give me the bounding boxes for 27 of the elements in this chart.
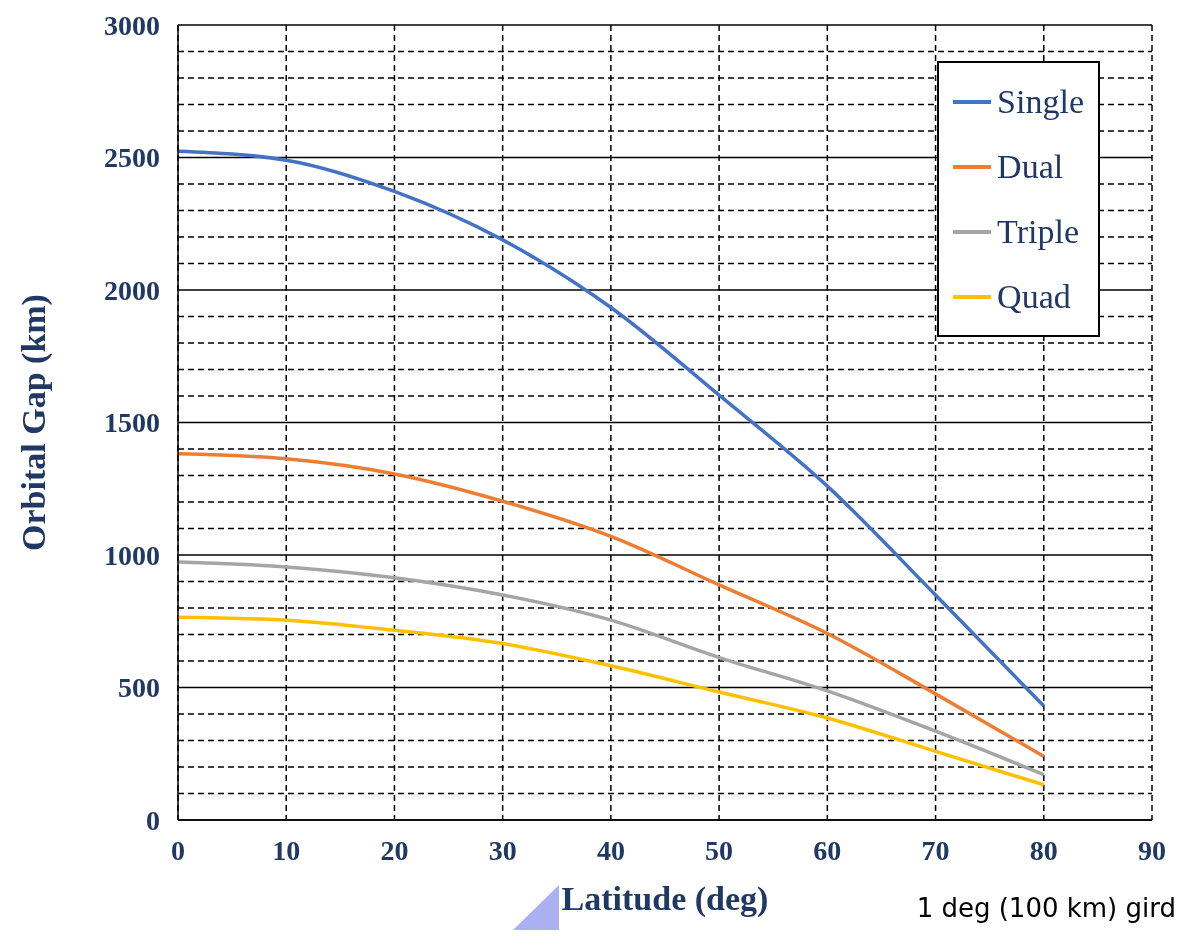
legend-label: Quad [997, 277, 1071, 317]
text: 1 deg (100 km) gird [916, 893, 1176, 923]
y-tick-label: 2500 [104, 142, 160, 174]
legend-label: Triple [997, 212, 1079, 252]
y-tick-label: 1000 [104, 539, 160, 571]
x-tick-label: 90 [1138, 834, 1166, 866]
legend-label: Dual [997, 147, 1064, 187]
y-tick-label: 3000 [104, 9, 160, 41]
y-axis-title: Orbital Gap (km) [15, 294, 54, 551]
y-tick-label: 2000 [104, 274, 160, 306]
line-series [178, 560, 1046, 777]
x-tick-label: 0 [171, 834, 185, 866]
x-axis-title: Latitude (deg) [561, 880, 769, 918]
x-tick-label: 80 [1029, 834, 1058, 866]
x-tick-label: 50 [705, 834, 734, 866]
y-tick-label: 500 [118, 672, 160, 704]
x-tick-label: 60 [813, 834, 842, 866]
x-tick-label: 30 [488, 834, 517, 866]
x-tick-label: 40 [596, 834, 625, 866]
line-series [178, 615, 1046, 787]
y-tick-label: 0 [146, 804, 160, 836]
x-tick-label: 20 [380, 834, 409, 866]
legend-label: Single [997, 82, 1084, 122]
line-series [178, 452, 1046, 759]
x-tick-label: 10 [272, 834, 301, 866]
x-tick-label: 70 [921, 834, 950, 866]
y-tick-label: 1500 [104, 407, 160, 439]
